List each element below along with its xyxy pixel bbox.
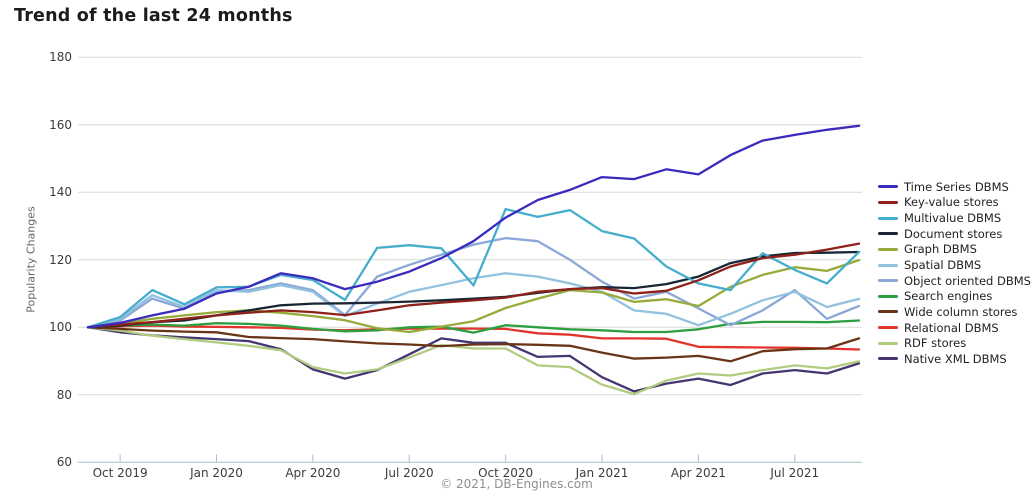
page-title: Trend of the last 24 months: [14, 6, 293, 26]
legend-swatch: [878, 263, 898, 267]
x-tick-label: Jul 2020: [384, 466, 434, 480]
legend-item-graph-dbms[interactable]: Graph DBMS: [878, 242, 1031, 258]
legend-label: Multivalue DBMS: [904, 211, 1002, 226]
series-line-search-engines[interactable]: [86, 319, 861, 334]
series-line-multivalue-dbms[interactable]: [86, 207, 861, 329]
legend-item-native-xml-dbms[interactable]: Native XML DBMS: [878, 351, 1031, 367]
legend-swatch: [878, 216, 898, 220]
legend-item-search-engines[interactable]: Search engines: [878, 288, 1031, 304]
y-tick-label: 100: [49, 320, 72, 335]
legend-swatch: [878, 247, 898, 251]
legend-swatch: [878, 294, 898, 298]
legend-label: Search engines: [904, 289, 993, 304]
x-tick-label: Oct 2020: [478, 466, 534, 480]
series-line-object-oriented-dbms[interactable]: [86, 236, 861, 329]
legend-swatch: [878, 341, 898, 345]
legend-item-relational-dbms[interactable]: Relational DBMS: [878, 320, 1031, 336]
legend-label: Key-value stores: [904, 195, 999, 210]
y-tick-label: 180: [49, 50, 72, 65]
series-line-time-series-dbms[interactable]: [86, 124, 861, 329]
legend-item-document-stores[interactable]: Document stores: [878, 226, 1031, 242]
x-tick-label: Jan 2021: [575, 466, 629, 480]
legend-swatch: [878, 310, 898, 314]
legend-item-key-value-stores[interactable]: Key-value stores: [878, 195, 1031, 211]
legend-item-multivalue-dbms[interactable]: Multivalue DBMS: [878, 210, 1031, 226]
chart-legend: Time Series DBMS Key-value stores Multival…: [878, 179, 1031, 367]
y-tick-label: 120: [49, 252, 72, 267]
x-tick-label: Jan 2020: [190, 466, 243, 480]
legend-label: Native XML DBMS: [904, 351, 1007, 366]
y-tick-label: 80: [56, 387, 72, 402]
legend-label: Wide column stores: [904, 304, 1018, 319]
legend-swatch: [878, 232, 898, 236]
legend-label: Graph DBMS: [904, 242, 977, 257]
y-tick-label: 60: [56, 455, 72, 470]
series-line-native-xml-dbms[interactable]: [86, 326, 861, 393]
series-line-graph-dbms[interactable]: [86, 258, 861, 334]
legend-item-object-oriented-dbms[interactable]: Object oriented DBMS: [878, 273, 1031, 289]
series-line-spatial-dbms[interactable]: [86, 272, 861, 329]
legend-item-spatial-dbms[interactable]: Spatial DBMS: [878, 257, 1031, 273]
series-line-wide-column-stores[interactable]: [86, 326, 861, 363]
legend-swatch: [878, 185, 898, 189]
legend-label: RDF stores: [904, 336, 967, 351]
y-tick-label: 140: [49, 185, 72, 200]
legend-swatch: [878, 326, 898, 330]
legend-label: Relational DBMS: [904, 320, 999, 335]
legend-label: Spatial DBMS: [904, 258, 982, 273]
legend-swatch: [878, 279, 898, 283]
legend-label: Document stores: [904, 226, 1003, 241]
legend-item-rdf-stores[interactable]: RDF stores: [878, 335, 1031, 351]
legend-item-time-series-dbms[interactable]: Time Series DBMS: [878, 179, 1031, 195]
legend-label: Object oriented DBMS: [904, 273, 1031, 288]
legend-label: Time Series DBMS: [904, 179, 1009, 194]
x-tick-label: Apr 2020: [285, 466, 341, 480]
series-line-key-value-stores[interactable]: [86, 242, 861, 329]
x-tick-label: Jul 2021: [770, 466, 820, 480]
x-tick-label: Oct 2019: [92, 466, 148, 480]
series-line-relational-dbms[interactable]: [86, 324, 861, 351]
y-tick-label: 160: [49, 117, 72, 132]
copyright-footer: © 2021, DB-Engines.com: [440, 477, 593, 491]
legend-swatch: [878, 357, 898, 361]
x-tick-label: Apr 2021: [670, 466, 726, 480]
legend-item-wide-column-stores[interactable]: Wide column stores: [878, 304, 1031, 320]
legend-swatch: [878, 200, 898, 204]
series-line-rdf-stores[interactable]: [86, 326, 861, 396]
